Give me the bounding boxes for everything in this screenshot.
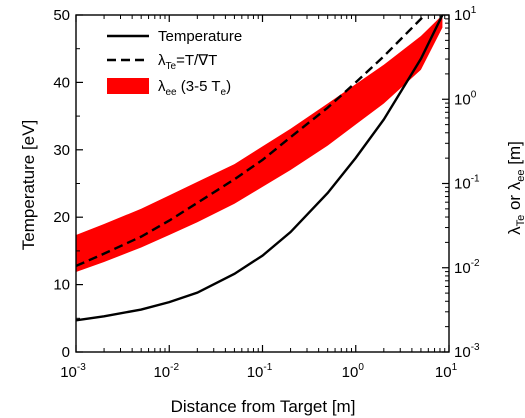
legend-label: λTe=T/∇T xyxy=(158,52,217,72)
band-layer xyxy=(76,15,443,273)
legend-label: λee (3-5 Te) xyxy=(158,78,231,98)
x-tick-label: 100 xyxy=(342,362,365,381)
y2-tick-label: 100 xyxy=(454,89,477,108)
y-tick-label: 10 xyxy=(53,277,70,294)
x-tick-label: 10-3 xyxy=(60,362,86,381)
y2-tick-label: 10-1 xyxy=(454,174,480,193)
y2-label-part: λ xyxy=(505,226,524,235)
x-tick-base: 10 xyxy=(247,364,264,381)
y2-tick-exp: -1 xyxy=(471,174,480,185)
y2-label-part: [m] xyxy=(505,141,524,169)
legend-label-main: λ xyxy=(158,52,166,69)
x-tick-exp: -1 xyxy=(263,362,272,373)
y2-axis-label: λTe or λee [m] xyxy=(505,141,525,235)
y2-tick-exp: 1 xyxy=(471,5,477,16)
x-tick-base: 10 xyxy=(153,364,170,381)
series-band-lambda-ee xyxy=(76,15,443,273)
series-line-lambda-te xyxy=(76,15,426,268)
y2-tick-base: 10 xyxy=(454,260,471,277)
y2-tick-exp: 0 xyxy=(471,89,477,100)
legend-label-sub: Te xyxy=(166,61,177,72)
x-axis-label: Distance from Target [m] xyxy=(171,397,356,416)
legend-label-rest: =T/∇T xyxy=(176,52,217,69)
x-tick-label: 101 xyxy=(435,362,458,381)
legend-label-rest: (3-5 T xyxy=(177,78,221,95)
x-tick-base: 10 xyxy=(60,364,77,381)
y2-tick-label: 10-2 xyxy=(454,258,480,277)
line-layer xyxy=(76,15,444,322)
y2-tick-base: 10 xyxy=(454,344,471,361)
series-line-temperature xyxy=(76,15,444,322)
y-tick-label: 30 xyxy=(53,142,70,159)
y-tick-label: 20 xyxy=(53,209,70,226)
legend-label-sub: ee xyxy=(166,87,178,98)
x-tick-exp: -2 xyxy=(170,362,179,373)
x-tick-exp: 0 xyxy=(358,362,364,373)
y2-label-sub: ee xyxy=(515,169,525,181)
legend-label: Temperature xyxy=(158,28,242,45)
legend-label-sub: e xyxy=(221,87,227,98)
y2-tick-label: 10-3 xyxy=(454,342,480,361)
x-tick-label: 10-1 xyxy=(247,362,273,381)
x-tick-base: 10 xyxy=(342,364,359,381)
tick-layer: 10-3 10-2 10-1 100 1010102030405010-310-210-… xyxy=(53,5,480,381)
legend-label-end: ) xyxy=(226,78,231,95)
legend-label-main: λ xyxy=(158,78,166,95)
y2-tick-base: 10 xyxy=(454,7,471,24)
legend-swatch-band xyxy=(107,78,149,94)
y-axis-label: Temperature [eV] xyxy=(19,120,38,250)
x-tick-exp: -3 xyxy=(77,362,86,373)
y2-label-sub: Te xyxy=(515,215,525,227)
y-tick-label: 40 xyxy=(53,74,70,91)
x-tick-label: 10-2 xyxy=(153,362,179,381)
y2-tick-exp: -3 xyxy=(471,342,480,353)
y2-tick-base: 10 xyxy=(454,91,471,108)
y2-tick-base: 10 xyxy=(454,176,471,193)
y-tick-label: 50 xyxy=(53,7,70,24)
y-tick-label: 0 xyxy=(62,344,70,361)
x-tick-base: 10 xyxy=(435,364,452,381)
y2-label-part: or λ xyxy=(505,181,524,215)
y2-tick-exp: -2 xyxy=(471,258,480,269)
y2-tick-label: 101 xyxy=(454,5,477,24)
x-tick-exp: 1 xyxy=(452,362,458,373)
